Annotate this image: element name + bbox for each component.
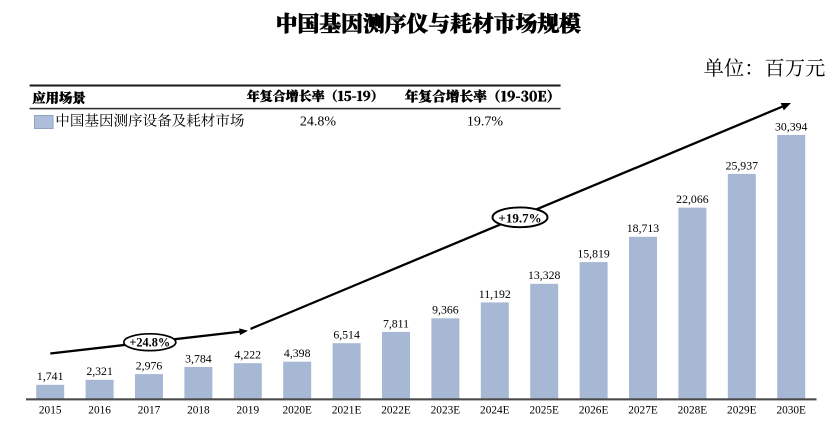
svg-text:22,066: 22,066 bbox=[676, 192, 709, 206]
svg-text:15,819: 15,819 bbox=[577, 247, 610, 261]
svg-text:9,366: 9,366 bbox=[432, 303, 459, 317]
svg-text:2030E: 2030E bbox=[776, 405, 806, 417]
svg-text:4,222: 4,222 bbox=[235, 348, 262, 362]
svg-text:2021E: 2021E bbox=[332, 405, 362, 417]
svg-text:30,394: 30,394 bbox=[775, 119, 808, 133]
svg-text:4,398: 4,398 bbox=[284, 346, 311, 360]
svg-text:6,514: 6,514 bbox=[333, 328, 360, 342]
svg-text:2,976: 2,976 bbox=[136, 359, 163, 373]
svg-text:2020E: 2020E bbox=[282, 405, 312, 417]
svg-text:+19.7%: +19.7% bbox=[498, 211, 541, 226]
svg-text:2028E: 2028E bbox=[678, 405, 708, 417]
svg-text:2026E: 2026E bbox=[579, 405, 609, 417]
svg-text:1,741: 1,741 bbox=[37, 369, 64, 383]
svg-text:2029E: 2029E bbox=[727, 405, 757, 417]
svg-text:24.8%: 24.8% bbox=[300, 114, 337, 129]
svg-text:25,937: 25,937 bbox=[726, 158, 759, 172]
svg-text:2016: 2016 bbox=[88, 405, 111, 417]
svg-text:2025E: 2025E bbox=[529, 405, 559, 417]
svg-text:2022E: 2022E bbox=[381, 405, 411, 417]
svg-text:2018: 2018 bbox=[187, 405, 210, 417]
svg-text:13,328: 13,328 bbox=[528, 268, 561, 282]
svg-text:19.7%: 19.7% bbox=[467, 114, 504, 129]
svg-text:11,192: 11,192 bbox=[479, 287, 511, 301]
svg-text:2,321: 2,321 bbox=[86, 364, 113, 378]
svg-text:2015: 2015 bbox=[39, 405, 62, 417]
svg-text:2019: 2019 bbox=[237, 405, 260, 417]
svg-text:2023E: 2023E bbox=[431, 405, 461, 417]
svg-text:2017: 2017 bbox=[138, 405, 161, 417]
svg-text:+24.8%: +24.8% bbox=[129, 336, 170, 350]
svg-text:2024E: 2024E bbox=[480, 405, 510, 417]
svg-text:2027E: 2027E bbox=[628, 405, 658, 417]
svg-text:7,811: 7,811 bbox=[383, 316, 409, 330]
svg-text:18,713: 18,713 bbox=[627, 221, 660, 235]
svg-text:3,784: 3,784 bbox=[185, 351, 212, 365]
